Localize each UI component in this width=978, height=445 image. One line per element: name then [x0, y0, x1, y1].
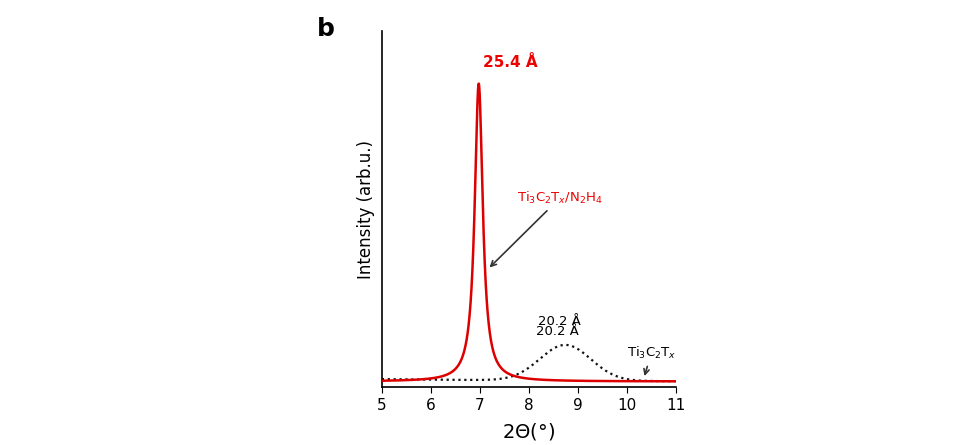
Text: b: b [317, 17, 334, 41]
Text: 20.2 Å: 20.2 Å [538, 315, 581, 328]
X-axis label: 2$\it{\Theta}$(°): 2$\it{\Theta}$(°) [502, 421, 555, 442]
Y-axis label: Intensity (arb.u.): Intensity (arb.u.) [357, 140, 375, 279]
Text: 20.2 Å: 20.2 Å [536, 325, 578, 338]
Text: Ti$_3$C$_2$T$_x$/N$_2$H$_4$: Ti$_3$C$_2$T$_x$/N$_2$H$_4$ [490, 190, 602, 266]
Text: 25.4 Å: 25.4 Å [482, 55, 537, 70]
Text: Ti$_3$C$_2$T$_x$: Ti$_3$C$_2$T$_x$ [626, 345, 676, 374]
